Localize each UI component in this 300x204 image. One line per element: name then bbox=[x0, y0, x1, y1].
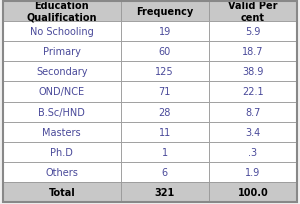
Text: Others: Others bbox=[45, 167, 78, 177]
Bar bbox=[3, 22, 121, 42]
Bar bbox=[3, 62, 121, 82]
Bar bbox=[121, 122, 209, 142]
Bar bbox=[209, 62, 297, 82]
Text: Secondary: Secondary bbox=[36, 67, 88, 77]
Bar bbox=[121, 22, 209, 42]
Text: Ph.D: Ph.D bbox=[50, 147, 73, 157]
Bar bbox=[121, 62, 209, 82]
Bar bbox=[209, 102, 297, 122]
Bar bbox=[3, 82, 121, 102]
Bar bbox=[3, 42, 121, 62]
Text: 321: 321 bbox=[154, 187, 175, 197]
Bar bbox=[121, 42, 209, 62]
Bar bbox=[209, 162, 297, 182]
Text: Masters: Masters bbox=[43, 127, 81, 137]
Bar bbox=[121, 162, 209, 182]
Bar bbox=[209, 22, 297, 42]
Text: OND/NCE: OND/NCE bbox=[39, 87, 85, 97]
Text: 71: 71 bbox=[158, 87, 171, 97]
Text: Frequency: Frequency bbox=[136, 7, 193, 17]
Bar bbox=[3, 2, 121, 22]
Bar bbox=[121, 142, 209, 162]
Text: Education
Qualification: Education Qualification bbox=[27, 1, 97, 23]
Text: Total: Total bbox=[48, 187, 75, 197]
Text: 1: 1 bbox=[162, 147, 168, 157]
Text: 8.7: 8.7 bbox=[245, 107, 261, 117]
Bar bbox=[209, 42, 297, 62]
Text: B.Sc/HND: B.Sc/HND bbox=[38, 107, 85, 117]
Text: 11: 11 bbox=[159, 127, 171, 137]
Bar bbox=[209, 2, 297, 22]
Bar bbox=[209, 82, 297, 102]
Text: 1.9: 1.9 bbox=[245, 167, 260, 177]
Text: Primary: Primary bbox=[43, 47, 81, 57]
Text: 22.1: 22.1 bbox=[242, 87, 264, 97]
Bar bbox=[3, 102, 121, 122]
Bar bbox=[3, 162, 121, 182]
Text: 18.7: 18.7 bbox=[242, 47, 264, 57]
Bar bbox=[121, 82, 209, 102]
Bar bbox=[209, 122, 297, 142]
Text: 3.4: 3.4 bbox=[245, 127, 260, 137]
Bar bbox=[121, 102, 209, 122]
Bar bbox=[209, 182, 297, 202]
Bar bbox=[3, 142, 121, 162]
Text: Valid Per
cent: Valid Per cent bbox=[228, 1, 278, 23]
Text: 28: 28 bbox=[158, 107, 171, 117]
Bar bbox=[121, 182, 209, 202]
Text: .3: .3 bbox=[248, 147, 257, 157]
Text: 60: 60 bbox=[159, 47, 171, 57]
Bar bbox=[3, 122, 121, 142]
Bar bbox=[3, 182, 121, 202]
Text: 125: 125 bbox=[155, 67, 174, 77]
Text: No Schooling: No Schooling bbox=[30, 27, 94, 37]
Bar bbox=[209, 142, 297, 162]
Text: 19: 19 bbox=[159, 27, 171, 37]
Bar bbox=[121, 2, 209, 22]
Text: 38.9: 38.9 bbox=[242, 67, 264, 77]
Text: 6: 6 bbox=[162, 167, 168, 177]
Text: 100.0: 100.0 bbox=[238, 187, 268, 197]
Text: 5.9: 5.9 bbox=[245, 27, 261, 37]
